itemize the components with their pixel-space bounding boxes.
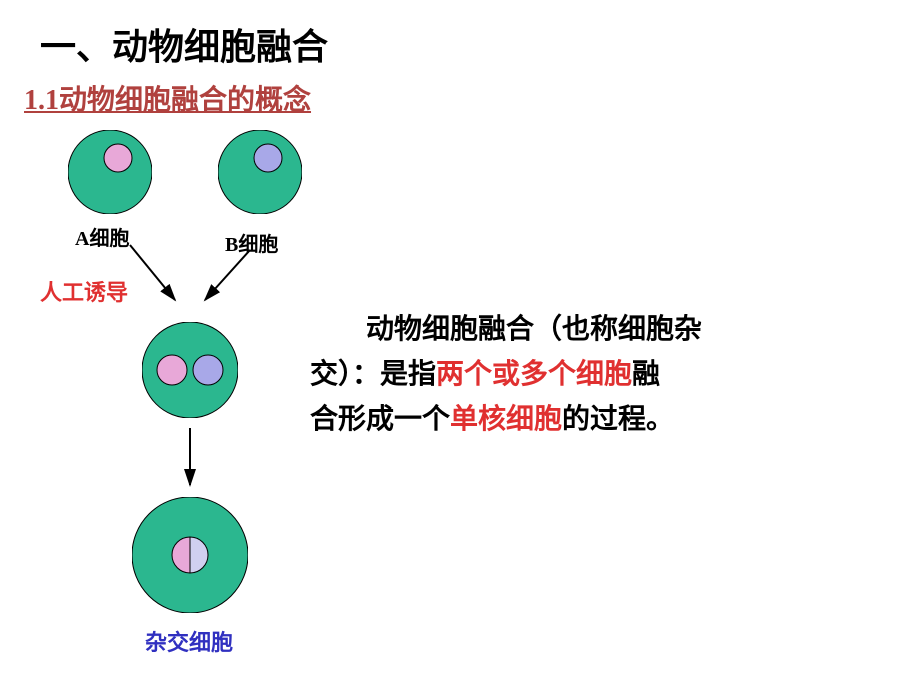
- hybrid-cell-label: 杂交细胞: [145, 625, 233, 657]
- desc-l3b: 单核细胞: [450, 404, 562, 435]
- desc-l2a: 交）：是指: [310, 359, 436, 390]
- desc-l1: 动物细胞融合（也称细胞杂: [366, 314, 702, 345]
- desc-l2b: 两个或多个细胞: [436, 359, 632, 390]
- desc-l3c: 的过程。: [562, 404, 674, 435]
- hybrid-cell: [132, 497, 248, 613]
- fused-cell: [142, 322, 238, 418]
- induce-label: 人工诱导: [40, 275, 128, 307]
- desc-l3a: 合形成一个: [310, 404, 450, 435]
- desc-l2c: 融: [632, 359, 660, 390]
- description-text: 动物细胞融合（也称细胞杂 交）：是指两个或多个细胞融 合形成一个单核细胞的过程。: [310, 308, 900, 442]
